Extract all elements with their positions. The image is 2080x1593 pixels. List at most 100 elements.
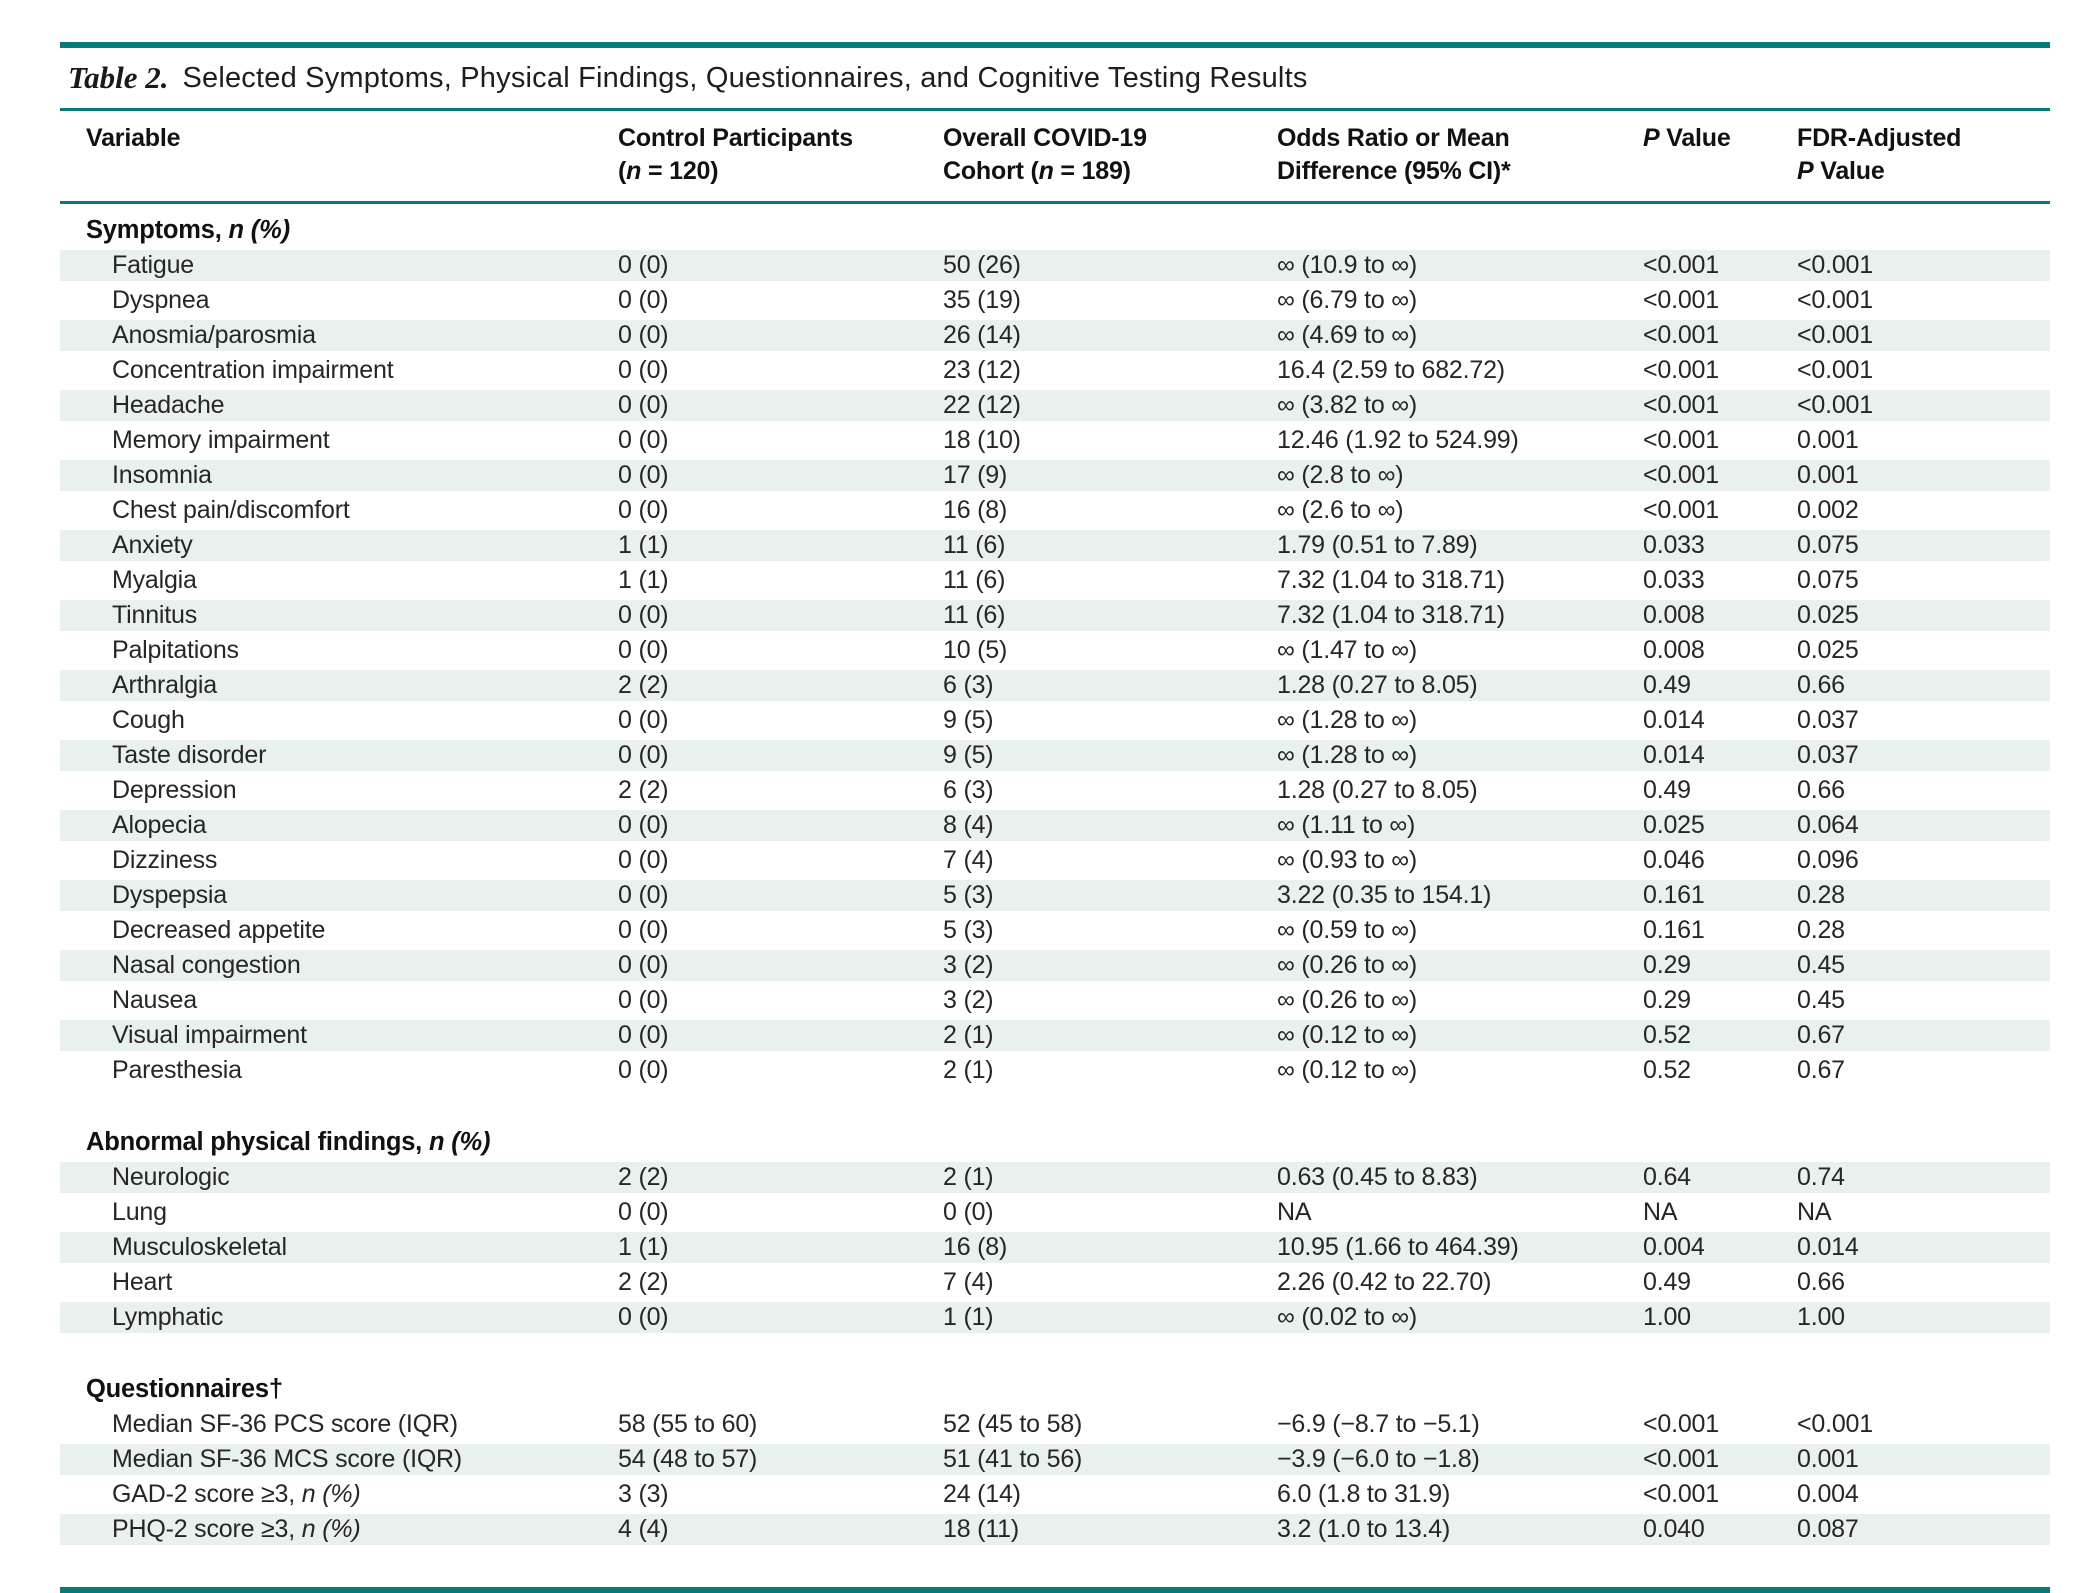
cell-p-value: <0.001 bbox=[1643, 356, 1719, 384]
cell-fdr-p-value: 0.66 bbox=[1797, 1268, 1845, 1296]
cell-p-value: <0.001 bbox=[1643, 318, 1797, 353]
cell-odds-ratio: ∞ (0.02 to ∞) bbox=[1277, 1300, 1643, 1335]
cell-covid-cohort: 2 (1) bbox=[943, 1160, 1277, 1195]
cell-variable: Insomnia bbox=[60, 458, 618, 493]
table-row: Palpitations 0 (0) 10 (5) ∞ (1.47 to ∞) 0.00… bbox=[60, 633, 2050, 668]
data-table: Variable Control Participants (n = 120) Ove… bbox=[60, 111, 2050, 1547]
cell-covid-cohort: 11 (6) bbox=[943, 566, 1006, 594]
cell-variable: PHQ-2 score ≥3, n (%) bbox=[60, 1512, 618, 1547]
cell-covid-cohort: 22 (12) bbox=[943, 388, 1277, 423]
table-row: Anosmia/parosmia 0 (0) 26 (14) ∞ (4.69 to ∞… bbox=[60, 318, 2050, 353]
cell-variable: GAD-2 score ≥3, n (%) bbox=[112, 1480, 361, 1508]
cell-odds-ratio: ∞ (1.47 to ∞) bbox=[1277, 636, 1418, 664]
cell-fdr-p-value: 0.096 bbox=[1797, 846, 1859, 874]
cell-covid-cohort: 7 (4) bbox=[943, 1268, 994, 1296]
cell-control-participants: 54 (48 to 57) bbox=[618, 1442, 943, 1477]
cell-covid-cohort: 52 (45 to 58) bbox=[943, 1410, 1083, 1438]
section-header-label: Symptoms, n (%) bbox=[86, 216, 290, 244]
cell-variable: Musculoskeletal bbox=[60, 1230, 618, 1265]
cell-control-participants: 1 (1) bbox=[618, 1230, 943, 1265]
cell-variable: Paresthesia bbox=[112, 1056, 242, 1084]
cell-fdr-p-value: 0.001 bbox=[1797, 458, 2050, 493]
section-header: Abnormal physical findings, n (%) bbox=[60, 1088, 2050, 1160]
table-row: Chest pain/discomfort 0 (0) 16 (8) ∞ (2.6 t… bbox=[60, 493, 2050, 528]
cell-p-value: 0.161 bbox=[1643, 916, 1705, 944]
cell-odds-ratio: 12.46 (1.92 to 524.99) bbox=[1277, 426, 1519, 454]
cell-odds-ratio: ∞ (0.93 to ∞) bbox=[1277, 846, 1418, 874]
table-row: Heart 2 (2) 7 (4) 2.26 (0.42 to 22.70) 0.49 0… bbox=[60, 1265, 2050, 1300]
cell-p-value: 0.52 bbox=[1643, 1056, 1691, 1084]
cell-fdr-p-value: <0.001 bbox=[1797, 388, 2050, 423]
cell-control-participants: 0 (0) bbox=[618, 878, 943, 913]
cell-fdr-p-value: 0.025 bbox=[1797, 598, 2050, 633]
cell-p-value: 0.008 bbox=[1643, 636, 1705, 664]
table-title: Table 2. Selected Symptoms, Physical Fin… bbox=[60, 48, 2050, 108]
column-header-odds-ratio: Odds Ratio or Mean Difference (95% CI)* bbox=[1277, 111, 1643, 204]
cell-fdr-p-value: 0.45 bbox=[1797, 986, 1845, 1014]
cell-control-participants: 2 (2) bbox=[618, 668, 943, 703]
cell-covid-cohort: 16 (8) bbox=[943, 496, 1008, 524]
table-row: Concentration impairment 0 (0) 23 (12) 16.4… bbox=[60, 353, 2050, 388]
table-body: Symptoms, n (%) Fatigue 0 (0) 50 (26) ∞ (10.… bbox=[60, 204, 2050, 1547]
cell-covid-cohort: 9 (5) bbox=[943, 738, 1277, 773]
cell-odds-ratio: 3.22 (0.35 to 154.1) bbox=[1277, 878, 1643, 913]
cell-p-value: 0.49 bbox=[1643, 1268, 1691, 1296]
section-header-label: Abnormal physical findings, n (%) bbox=[86, 1128, 491, 1156]
table-row: Decreased appetite 0 (0) 5 (3) ∞ (0.59 to ∞… bbox=[60, 913, 2050, 948]
cell-odds-ratio: ∞ (2.8 to ∞) bbox=[1277, 458, 1643, 493]
cell-p-value: <0.001 bbox=[1643, 458, 1797, 493]
cell-odds-ratio: ∞ (2.6 to ∞) bbox=[1277, 496, 1404, 524]
cell-control-participants: 0 (0) bbox=[618, 636, 669, 664]
cell-covid-cohort: 23 (12) bbox=[943, 356, 1021, 384]
cell-variable: Decreased appetite bbox=[112, 916, 326, 944]
cell-control-participants: 58 (55 to 60) bbox=[618, 1410, 758, 1438]
cell-odds-ratio: ∞ (0.26 to ∞) bbox=[1277, 986, 1418, 1014]
cell-control-participants: 0 (0) bbox=[618, 598, 943, 633]
cell-control-participants: 2 (2) bbox=[618, 776, 669, 804]
cell-p-value: <0.001 bbox=[1643, 388, 1797, 423]
cell-p-value: 0.52 bbox=[1643, 1018, 1797, 1053]
cell-control-participants: 0 (0) bbox=[618, 808, 943, 843]
table-row: Fatigue 0 (0) 50 (26) ∞ (10.9 to ∞) <0.001 <0… bbox=[60, 248, 2050, 283]
cell-variable: Chest pain/discomfort bbox=[112, 496, 350, 524]
bottom-spacer bbox=[60, 1547, 2050, 1587]
cell-p-value: 0.49 bbox=[1643, 668, 1797, 703]
cell-control-participants: 0 (0) bbox=[618, 458, 943, 493]
cell-p-value: <0.001 bbox=[1643, 1410, 1719, 1438]
cell-p-value: 0.29 bbox=[1643, 986, 1691, 1014]
cell-control-participants: 0 (0) bbox=[618, 916, 669, 944]
bottom-rule bbox=[60, 1587, 2050, 1593]
table-row: Visual impairment 0 (0) 2 (1) ∞ (0.12 to ∞)… bbox=[60, 1018, 2050, 1053]
cell-covid-cohort: 16 (8) bbox=[943, 1230, 1277, 1265]
cell-odds-ratio: ∞ (0.26 to ∞) bbox=[1277, 948, 1643, 983]
cell-fdr-p-value: 0.037 bbox=[1797, 738, 2050, 773]
cell-control-participants: 0 (0) bbox=[618, 948, 943, 983]
cell-odds-ratio: −3.9 (−6.0 to −1.8) bbox=[1277, 1442, 1643, 1477]
cell-control-participants: 0 (0) bbox=[618, 986, 669, 1014]
cell-covid-cohort: 17 (9) bbox=[943, 458, 1277, 493]
cell-control-participants: 0 (0) bbox=[618, 738, 943, 773]
cell-control-participants: 0 (0) bbox=[618, 426, 669, 454]
column-header-p-value: P Value bbox=[1643, 111, 1797, 204]
cell-odds-ratio: 10.95 (1.66 to 464.39) bbox=[1277, 1230, 1643, 1265]
cell-odds-ratio: 3.2 (1.0 to 13.4) bbox=[1277, 1512, 1643, 1547]
cell-control-participants: 1 (1) bbox=[618, 566, 669, 594]
table-row: Depression 2 (2) 6 (3) 1.28 (0.27 to 8.05) 0… bbox=[60, 773, 2050, 808]
cell-fdr-p-value: 0.74 bbox=[1797, 1160, 2050, 1195]
table-row: GAD-2 score ≥3, n (%) 3 (3) 24 (14) 6.0 (1.… bbox=[60, 1477, 2050, 1512]
table-title-text: Selected Symptoms, Physical Findings, Qu… bbox=[182, 61, 1308, 94]
cell-p-value: 0.29 bbox=[1643, 948, 1797, 983]
cell-fdr-p-value: 1.00 bbox=[1797, 1300, 2050, 1335]
cell-covid-cohort: 3 (2) bbox=[943, 948, 1277, 983]
cell-odds-ratio: ∞ (3.82 to ∞) bbox=[1277, 388, 1643, 423]
cell-odds-ratio: ∞ (4.69 to ∞) bbox=[1277, 318, 1643, 353]
cell-control-participants: 0 (0) bbox=[618, 248, 943, 283]
cell-variable: Nausea bbox=[112, 986, 197, 1014]
cell-fdr-p-value: <0.001 bbox=[1797, 286, 1873, 314]
cell-covid-cohort: 3 (2) bbox=[943, 986, 994, 1014]
cell-fdr-p-value: 0.67 bbox=[1797, 1018, 2050, 1053]
cell-p-value: 0.161 bbox=[1643, 878, 1797, 913]
cell-p-value: <0.001 bbox=[1643, 248, 1797, 283]
cell-fdr-p-value: 0.45 bbox=[1797, 948, 2050, 983]
cell-odds-ratio: 16.4 (2.59 to 682.72) bbox=[1277, 356, 1505, 384]
